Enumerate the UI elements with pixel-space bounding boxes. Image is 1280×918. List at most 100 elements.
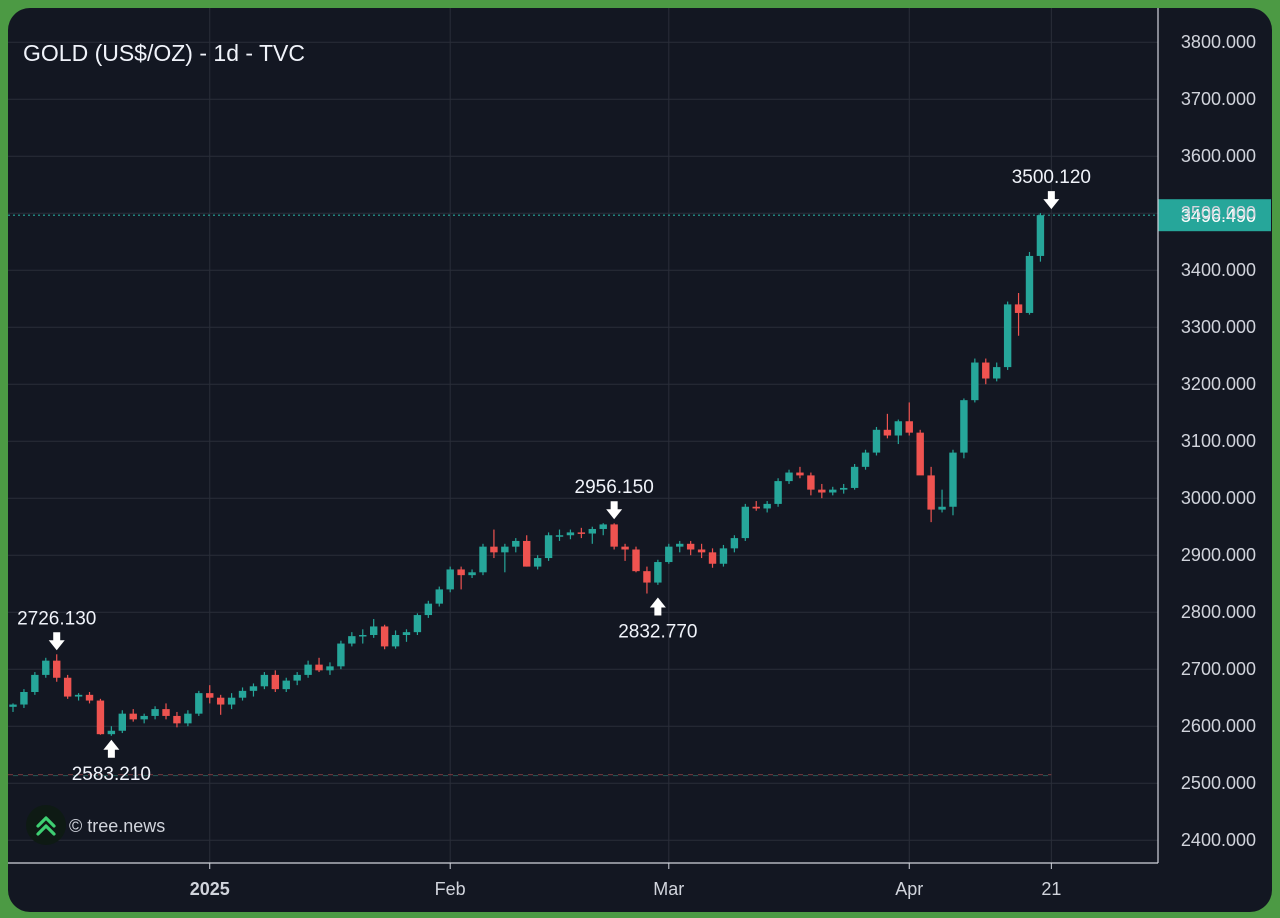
candle[interactable]: [927, 466, 935, 523]
candle[interactable]: [315, 657, 323, 673]
candle[interactable]: [293, 672, 301, 686]
candle[interactable]: [665, 543, 673, 564]
candle[interactable]: [544, 532, 553, 561]
candle[interactable]: [588, 526, 596, 544]
candle[interactable]: [993, 362, 1001, 382]
candle-body: [708, 552, 717, 564]
candle[interactable]: [107, 726, 116, 736]
candle-body: [632, 549, 640, 572]
candle[interactable]: [818, 483, 826, 499]
candle[interactable]: [118, 710, 126, 734]
candle[interactable]: [402, 629, 411, 642]
price-chart[interactable]: 3496.490 2726.130 2583.210 2956.150 2832.77…: [8, 8, 1272, 912]
candle[interactable]: [195, 690, 203, 716]
candle[interactable]: [391, 630, 400, 649]
candle[interactable]: [260, 672, 269, 690]
candle[interactable]: [883, 413, 892, 439]
candle[interactable]: [938, 489, 946, 513]
candle[interactable]: [173, 711, 181, 728]
candle[interactable]: [304, 660, 312, 678]
candle[interactable]: [533, 555, 542, 570]
candle[interactable]: [741, 503, 750, 541]
candle[interactable]: [774, 478, 782, 507]
candle[interactable]: [861, 449, 870, 470]
candle[interactable]: [457, 566, 465, 590]
candle[interactable]: [839, 483, 848, 494]
candle[interactable]: [621, 543, 629, 561]
candle[interactable]: [1025, 251, 1034, 315]
candle[interactable]: [894, 419, 903, 445]
candle[interactable]: [227, 693, 236, 710]
candle[interactable]: [424, 600, 433, 618]
candle[interactable]: [850, 464, 859, 490]
candle[interactable]: [730, 535, 739, 553]
candle[interactable]: [282, 677, 290, 692]
candle[interactable]: [719, 544, 728, 567]
candle[interactable]: [380, 624, 389, 650]
candle[interactable]: [140, 713, 148, 724]
candle[interactable]: [610, 523, 618, 550]
candle[interactable]: [599, 523, 607, 536]
candle[interactable]: [446, 566, 454, 593]
candle[interactable]: [512, 538, 520, 553]
candle[interactable]: [697, 543, 706, 559]
candle[interactable]: [829, 486, 837, 496]
candle[interactable]: [31, 672, 39, 695]
candle[interactable]: [369, 619, 378, 638]
candle[interactable]: [916, 429, 924, 476]
candle[interactable]: [271, 670, 280, 692]
candle[interactable]: [763, 501, 771, 513]
candle[interactable]: [74, 693, 83, 701]
candle[interactable]: [96, 698, 105, 735]
candle[interactable]: [216, 694, 225, 715]
candle[interactable]: [9, 703, 17, 712]
candle[interactable]: [654, 559, 662, 585]
candle[interactable]: [249, 683, 258, 697]
candle[interactable]: [63, 674, 72, 699]
candle[interactable]: [326, 662, 334, 675]
candle[interactable]: [129, 709, 137, 722]
candle[interactable]: [206, 685, 214, 704]
candle-body: [523, 540, 531, 567]
candle[interactable]: [752, 501, 760, 511]
candle[interactable]: [807, 472, 815, 496]
candle[interactable]: [577, 527, 586, 539]
candle[interactable]: [162, 703, 170, 720]
candle[interactable]: [555, 529, 564, 541]
candle[interactable]: [686, 540, 695, 556]
candle[interactable]: [490, 529, 498, 559]
candle[interactable]: [872, 426, 881, 456]
candle[interactable]: [796, 466, 804, 479]
candle[interactable]: [53, 654, 61, 682]
candle[interactable]: [566, 529, 575, 540]
candle[interactable]: [632, 546, 640, 573]
candle[interactable]: [971, 358, 979, 403]
candle-body: [927, 475, 935, 510]
candle[interactable]: [20, 689, 28, 708]
candle[interactable]: [960, 398, 968, 459]
candle[interactable]: [435, 586, 443, 607]
candle[interactable]: [708, 548, 717, 568]
candle[interactable]: [982, 358, 990, 385]
candle[interactable]: [501, 543, 509, 573]
candle[interactable]: [1014, 293, 1023, 336]
candle[interactable]: [85, 692, 94, 704]
candle[interactable]: [468, 569, 476, 578]
candle[interactable]: [905, 402, 913, 436]
candle[interactable]: [523, 535, 531, 567]
candle[interactable]: [337, 640, 345, 670]
candle[interactable]: [1036, 213, 1045, 262]
candle[interactable]: [42, 657, 50, 678]
candle[interactable]: [1003, 301, 1012, 370]
candle[interactable]: [479, 543, 487, 576]
candle[interactable]: [348, 632, 356, 647]
candle[interactable]: [151, 706, 159, 720]
candle[interactable]: [359, 629, 367, 644]
candle[interactable]: [949, 449, 957, 516]
candle[interactable]: [785, 469, 793, 484]
candle[interactable]: [184, 710, 192, 727]
candle[interactable]: [676, 540, 684, 553]
candle[interactable]: [643, 566, 651, 594]
candle[interactable]: [238, 687, 247, 701]
candle[interactable]: [413, 613, 422, 635]
